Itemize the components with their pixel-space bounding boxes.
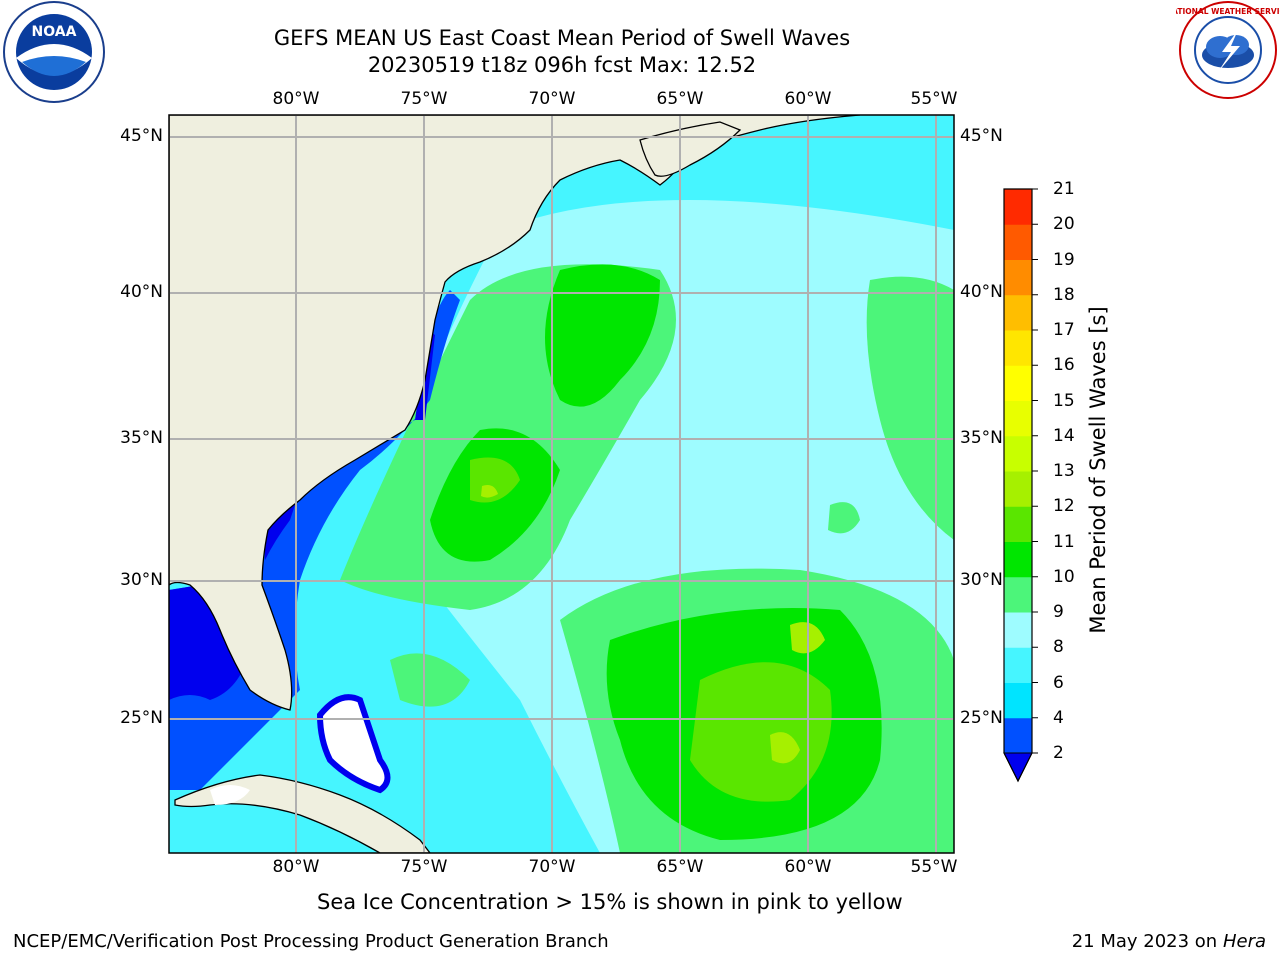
colorbar-cell <box>1004 647 1032 683</box>
footer-credit: NCEP/EMC/Verification Post Processing Pr… <box>13 931 609 952</box>
colorbar-tick-label: 11 <box>1053 531 1075 552</box>
lat-label-left: 45°N <box>120 126 163 146</box>
lon-label-bottom: 55°W <box>910 857 958 877</box>
colorbar-label: Mean Period of Swell Waves [s] <box>1086 306 1110 634</box>
sea-ice-note: Sea Ice Concentration > 15% is shown in … <box>317 890 903 914</box>
lat-label-right: 40°N <box>960 282 1003 302</box>
map-frame <box>168 114 955 854</box>
colorbar-cell <box>1004 330 1032 366</box>
colorbar-extend-triangle <box>1003 752 1033 783</box>
colorbar-cell <box>1004 471 1032 507</box>
lon-label-top: 80°W <box>272 89 320 109</box>
footer-machine: Hera <box>1222 931 1266 952</box>
lon-label-bottom: 65°W <box>656 857 704 877</box>
noaa-logo-icon: NOAA <box>3 1 105 103</box>
lat-label-left: 40°N <box>120 282 163 302</box>
nova-scotia-land <box>639 121 742 177</box>
svg-text:NOAA: NOAA <box>32 24 77 40</box>
colorbar-tick-label: 6 <box>1053 672 1064 693</box>
lat-label-left: 25°N <box>120 708 163 728</box>
map-gridlines <box>169 115 954 853</box>
lat-label-right: 35°N <box>960 428 1003 448</box>
colorbar-cell <box>1004 400 1032 437</box>
colorbar-cell <box>1004 189 1032 225</box>
coastal-very-low-period-band <box>169 330 435 700</box>
nws-logo-icon: NATIONAL WEATHER SERVICE <box>1176 1 1280 99</box>
lon-label-top: 55°W <box>910 89 958 109</box>
colorbar-tick-label: 8 <box>1053 637 1064 658</box>
colorbar <box>1003 188 1038 783</box>
lon-label-bottom: 70°W <box>528 857 576 877</box>
colorbar-tick-label: 16 <box>1053 355 1075 376</box>
colorbar-cell <box>1004 541 1032 578</box>
florida-bay-white <box>210 785 250 805</box>
colorbar-tick-label: 19 <box>1053 249 1075 270</box>
colorbar-cell <box>1004 717 1032 754</box>
colorbar-tick-label: 2 <box>1053 743 1064 763</box>
lon-label-top: 75°W <box>400 89 448 109</box>
colorbar-tick-label: 15 <box>1053 390 1075 411</box>
svg-text:NATIONAL WEATHER SERVICE: NATIONAL WEATHER SERVICE <box>1176 7 1280 16</box>
colorbar-tick-label: 18 <box>1053 284 1075 305</box>
colorbar-cell <box>1004 365 1032 401</box>
footer-date-text: 21 May 2023 on <box>1071 931 1218 952</box>
lat-label-right: 30°N <box>960 570 1003 590</box>
lon-label-bottom: 80°W <box>272 857 320 877</box>
colorbar-cell <box>1004 576 1032 613</box>
lon-label-top: 70°W <box>528 89 576 109</box>
lat-label-left: 30°N <box>120 570 163 590</box>
map-subtitle: 20230519 t18z 096h fcst Max: 12.52 <box>367 53 757 77</box>
colorbar-cell <box>1004 682 1032 719</box>
colorbar-cell <box>1004 506 1032 542</box>
colorbar-tick-label: 4 <box>1053 707 1064 728</box>
footer-date: 21 May 2023 on Hera <box>1072 931 1266 952</box>
colorbar-tick-label: 13 <box>1053 461 1075 481</box>
lat-label-left: 35°N <box>120 428 163 448</box>
colorbar-tick-label: 21 <box>1053 179 1075 199</box>
colorbar-tick-label: 17 <box>1053 320 1075 340</box>
map-title: GEFS MEAN US East Coast Mean Period of S… <box>273 26 851 50</box>
lat-label-right: 25°N <box>960 708 1003 728</box>
north-america-land <box>169 115 861 711</box>
colorbar-tick-label: 20 <box>1053 214 1075 235</box>
colorbar-outline <box>1003 188 1033 783</box>
lon-label-bottom: 75°W <box>400 857 448 877</box>
colorbar-cell <box>1004 294 1032 331</box>
colorbar-tick-label: 12 <box>1053 496 1075 517</box>
colorbar-cell <box>1004 224 1032 260</box>
colorbar-cell <box>1004 435 1032 472</box>
lon-label-top: 60°W <box>784 89 832 109</box>
colorbar-tick-label: 9 <box>1053 602 1064 622</box>
colorbar-tick-label: 14 <box>1053 425 1075 446</box>
colorbar-tick-label: 10 <box>1053 566 1075 587</box>
lat-label-right: 45°N <box>960 126 1003 146</box>
lon-label-bottom: 60°W <box>784 857 832 877</box>
colorbar-cell <box>1004 612 1032 648</box>
colorbar-cell <box>1004 259 1032 296</box>
lon-label-top: 65°W <box>656 89 704 109</box>
bahamas-shoals <box>316 694 391 794</box>
